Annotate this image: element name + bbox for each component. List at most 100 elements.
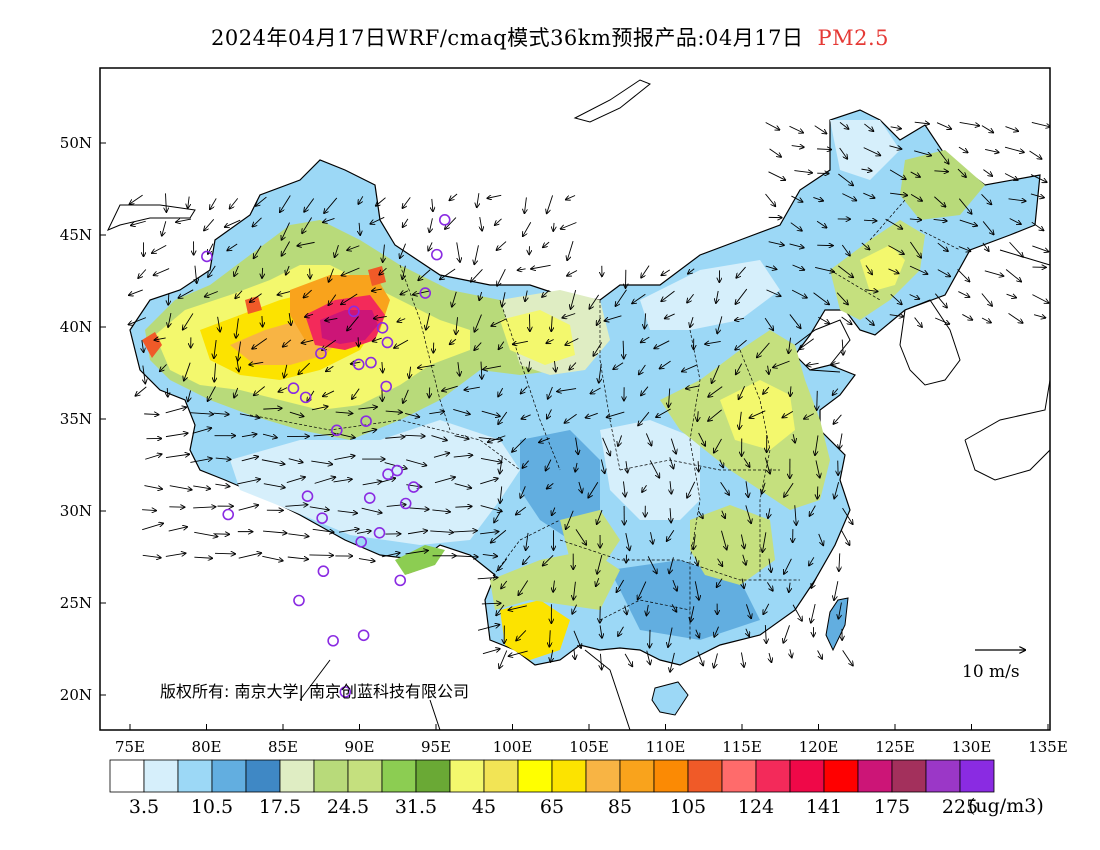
wind-arrow: [660, 360, 671, 368]
wind-arrow: [712, 365, 720, 383]
wind-arrow: [765, 193, 776, 206]
wind-arrow: [262, 267, 263, 278]
wind-arrow: [418, 269, 431, 280]
station-marker: [381, 336, 394, 349]
legend-label: 105: [670, 796, 706, 818]
wind-arrow: [810, 505, 816, 516]
wind-arrow: [641, 386, 649, 396]
wind-arrow: [309, 555, 333, 556]
wind-arrow: [935, 317, 949, 324]
wind-arrow: [491, 529, 507, 542]
wind-arrow: [509, 650, 528, 656]
wind-arrow: [769, 652, 771, 662]
wind-arrow: [250, 293, 262, 302]
wind-arrow: [488, 435, 506, 442]
legend-swatch: [279, 759, 315, 793]
wind-arrow: [833, 388, 839, 395]
wind-arrow: [499, 341, 505, 350]
wind-arrow: [477, 193, 479, 207]
station-marker: [382, 468, 394, 481]
wind-arrow: [644, 313, 645, 328]
wind-arrow: [717, 578, 723, 588]
wind-arrow: [958, 246, 971, 252]
wind-arrow: [347, 245, 360, 251]
lon-tick-label: 125E: [875, 738, 915, 756]
wind-arrow: [985, 149, 999, 152]
wind-arrow: [192, 428, 212, 434]
wind-arrow: [934, 293, 947, 308]
legend-swatch: [653, 759, 689, 793]
wind-arrow: [298, 362, 310, 374]
wind-arrow: [762, 532, 767, 552]
wind-arrow: [335, 412, 353, 413]
legend-swatch: [619, 759, 655, 793]
wind-arrow: [593, 342, 603, 356]
wind-arrow: [600, 653, 601, 670]
wind-arrow: [839, 433, 842, 448]
wind-arrow: [513, 341, 528, 344]
wind-arrow: [547, 483, 554, 488]
wind-arrow: [890, 127, 901, 129]
wind-arrow: [766, 289, 780, 296]
wind-arrow: [498, 558, 508, 570]
wind-arrow: [278, 387, 288, 392]
wind-arrow: [549, 630, 550, 646]
wind-arrow: [638, 581, 647, 600]
wind-arrow: [813, 292, 830, 305]
wind-arrow: [651, 532, 653, 544]
wind-arrow: [214, 340, 216, 358]
station-marker: [363, 492, 376, 504]
wind-arrow: [909, 265, 927, 274]
lon-tick-label: 85E: [268, 738, 298, 756]
lon-tick-label: 100E: [493, 738, 533, 756]
wind-arrow: [697, 651, 703, 666]
wind-arrow: [402, 197, 411, 208]
wind-arrow: [623, 340, 624, 359]
wind-arrow: [455, 506, 471, 507]
wind-arrow: [236, 318, 239, 337]
wind-arrow: [638, 411, 650, 425]
wind-arrow: [670, 652, 675, 672]
wind-arrow: [168, 313, 171, 327]
wind-arrow: [382, 362, 383, 372]
wind-arrow: [654, 340, 670, 349]
wind-arrow: [962, 314, 972, 319]
wind-arrow: [1030, 193, 1044, 198]
wind-arrow: [135, 386, 147, 396]
wind-arrow: [910, 171, 920, 177]
wind-arrow: [311, 460, 332, 464]
wind-arrow: [613, 362, 624, 369]
wind-arrow: [714, 626, 719, 637]
wind-arrow: [934, 171, 948, 172]
wind-arrow: [784, 482, 794, 497]
wind-arrow: [522, 460, 529, 468]
legend-label: 17.5: [259, 796, 301, 818]
wind-arrow: [597, 509, 603, 524]
wind-arrow: [1030, 174, 1047, 183]
wind-arrow: [842, 507, 853, 524]
wind-arrow: [370, 216, 385, 224]
wind-arrow: [571, 289, 577, 309]
wind-arrow: [616, 579, 625, 592]
wind-arrow: [618, 435, 622, 446]
wind-arrow: [816, 220, 826, 227]
wind-arrow: [661, 269, 671, 275]
station-marker: [201, 250, 213, 263]
wind-arrow: [406, 459, 426, 466]
wind-arrow: [482, 554, 497, 556]
wind-arrow: [500, 457, 503, 473]
wind-arrow: [647, 556, 657, 573]
wind-arrow: [572, 604, 577, 614]
wind-arrow: [227, 243, 238, 251]
wind-arrow: [289, 411, 304, 416]
wind-arrow: [452, 291, 457, 307]
legend-label: 31.5: [395, 796, 437, 818]
wind-arrow: [323, 218, 335, 222]
wind-arrow: [262, 555, 282, 560]
wind-arrow: [208, 265, 216, 277]
wind-arrow: [982, 221, 994, 234]
wind-arrow: [722, 510, 725, 519]
wind-arrow: [599, 363, 601, 383]
wind-arrow: [1005, 126, 1018, 132]
legend-swatch: [347, 759, 383, 793]
